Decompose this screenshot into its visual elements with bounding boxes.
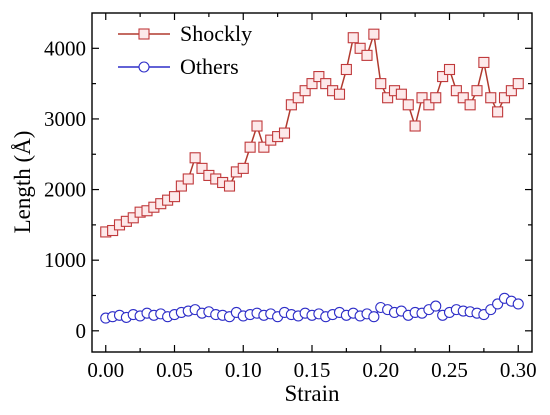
shockly-point (409, 120, 421, 132)
shockly-point (368, 28, 380, 40)
shockly-point (402, 99, 414, 111)
x-tick-label: 0.00 (87, 358, 124, 382)
shockly-point (333, 88, 346, 100)
y-tick-label: 3000 (44, 107, 86, 131)
shockly-point (416, 92, 428, 104)
shockly-point (320, 78, 332, 90)
y-tick-label: 4000 (44, 36, 86, 60)
x-tick-label: 0.10 (225, 358, 262, 382)
legend-others-label: Others (180, 54, 239, 79)
others-point (368, 311, 380, 323)
legend: Shockly Others (118, 21, 252, 79)
y-tick-label: 0 (76, 319, 87, 343)
shockly-point (512, 78, 524, 90)
shockly-point (347, 32, 359, 44)
shockly-point (278, 127, 291, 139)
shockly-point (251, 120, 263, 132)
legend-shockly-marker (138, 28, 150, 40)
shockly-point (340, 63, 352, 76)
shockly-point (375, 78, 387, 90)
y-axis-title: Length (Å) (10, 131, 35, 234)
shockly-point (258, 141, 270, 153)
shockly-point (471, 85, 483, 97)
shockly-point (196, 162, 208, 174)
others-point (430, 300, 442, 312)
shockly-point (107, 224, 119, 237)
shockly-point (485, 92, 497, 104)
shockly-point (182, 173, 194, 185)
shockly-point (237, 162, 249, 174)
y-tick-label: 1000 (44, 248, 86, 272)
x-tick-label: 0.05 (156, 358, 193, 382)
shockly-point (437, 71, 449, 83)
shockly-point (285, 99, 297, 111)
x-axis-title: Strain (285, 381, 340, 406)
shockly-point (450, 85, 462, 97)
shockly-point (223, 180, 236, 192)
x-tick-label: 0.25 (431, 358, 468, 382)
plot-frame (91, 12, 533, 353)
shockly-point (361, 49, 373, 61)
shockly-point (430, 92, 442, 104)
shockly-point (382, 92, 394, 104)
y-tick-label: 2000 (44, 178, 86, 202)
shockly-point (168, 191, 181, 203)
shockly-point (244, 141, 256, 153)
shockly-point (299, 85, 311, 97)
shockly-point (395, 88, 407, 100)
shockly-point (464, 99, 476, 111)
legend-shockly-label: Shockly (180, 21, 252, 46)
shockly-point (423, 99, 435, 111)
shockly-point (292, 92, 304, 104)
shockly-point (492, 106, 504, 118)
x-tick-label: 0.20 (362, 358, 399, 382)
y-axis-ticks: 0 1000 2000 3000 4000 (44, 36, 532, 343)
series-layer (100, 28, 524, 324)
plot-area: 0.00 0.05 0.10 0.15 0.20 0.25 0.30 0 1000 2000 30… (44, 12, 537, 382)
shockly-point (354, 42, 366, 54)
shockly-point (498, 92, 511, 104)
x-tick-label: 0.15 (294, 358, 331, 382)
shockly-point (306, 78, 318, 90)
shockly-point (175, 180, 187, 192)
x-axis-ticks: 0.00 0.05 0.10 0.15 0.20 0.25 0.30 (87, 13, 537, 382)
x-tick-label: 0.30 (500, 358, 537, 382)
shockly-point (457, 92, 469, 104)
shockly-point (443, 63, 456, 76)
shockly-point (478, 56, 490, 68)
shockly-point (189, 152, 201, 164)
shockly-point (505, 85, 517, 97)
legend-others-marker (138, 61, 150, 73)
shockly-point (127, 212, 139, 224)
shockly-point (313, 71, 325, 83)
others-point (512, 298, 524, 310)
